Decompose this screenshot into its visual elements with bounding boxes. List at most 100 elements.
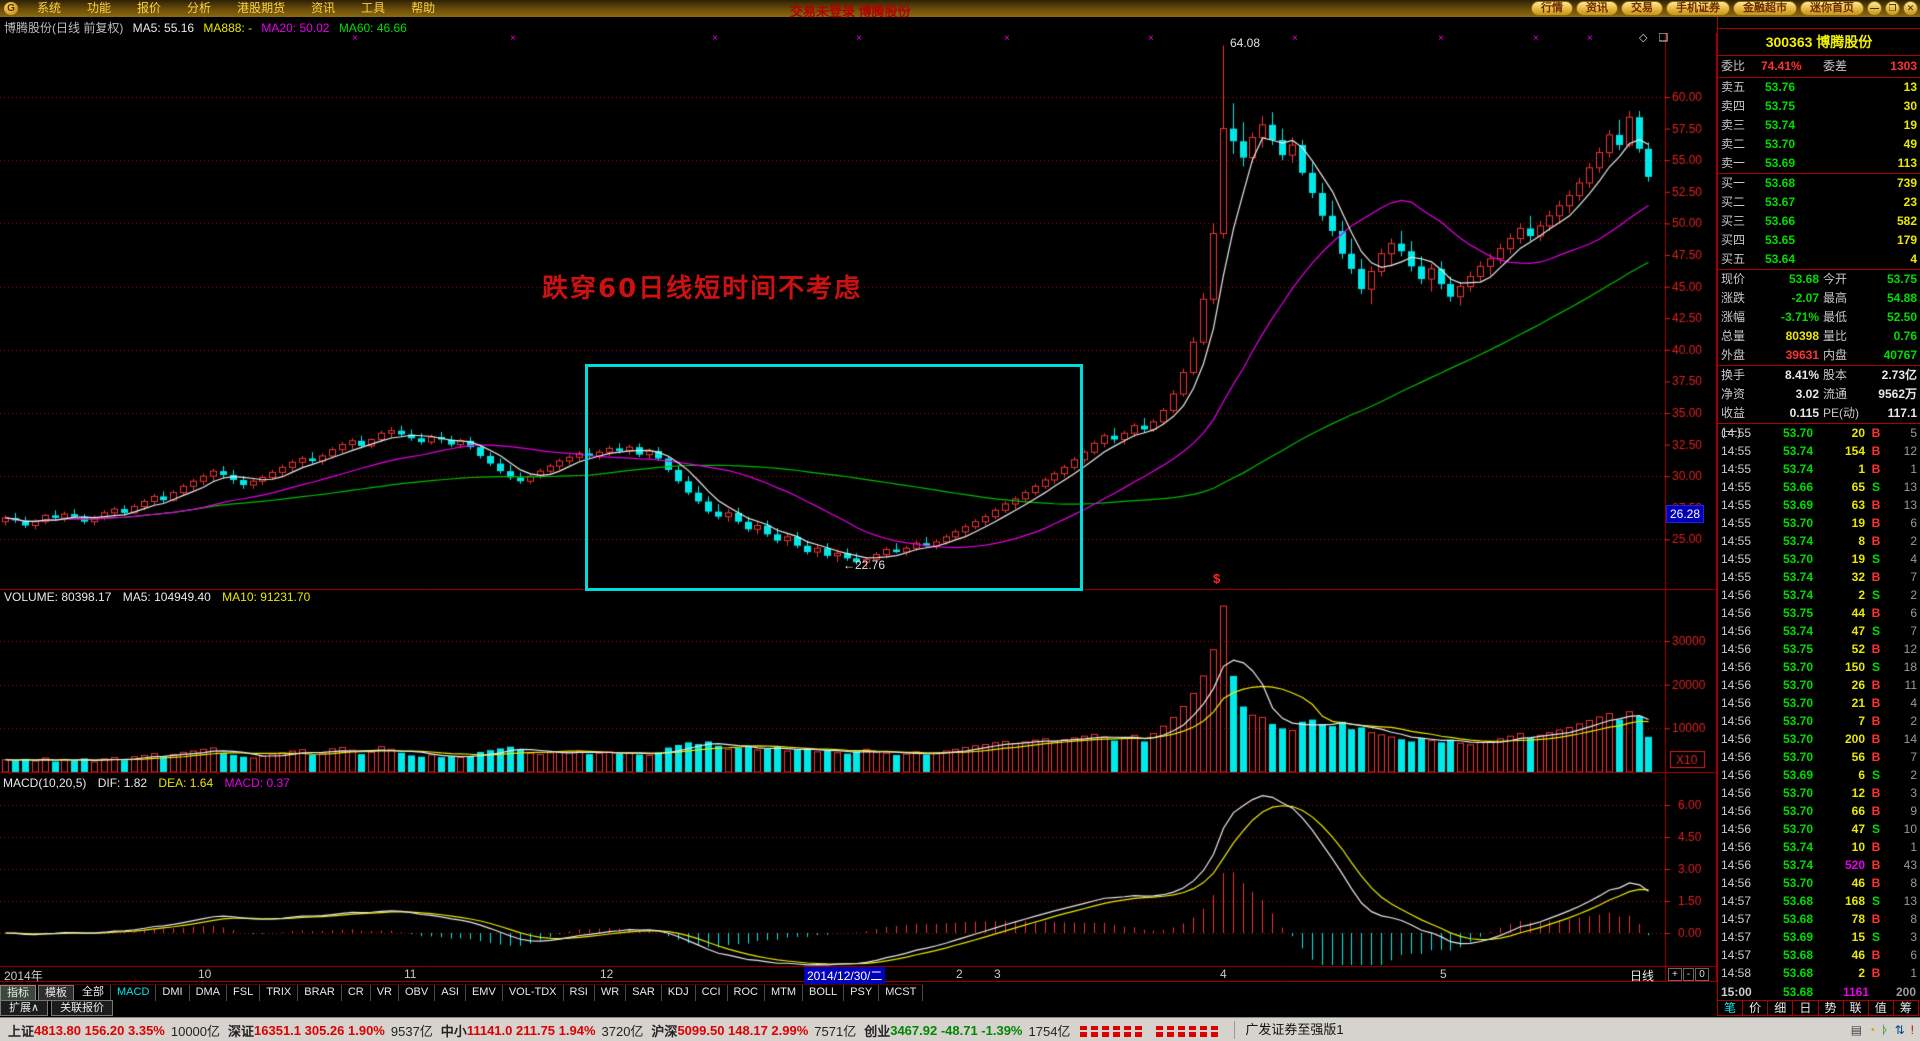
indicator-tab-EMV[interactable]: EMV (466, 985, 503, 1001)
menu-item-功能[interactable]: 功能 (87, 1, 112, 15)
indicator-tab-VR[interactable]: VR (371, 985, 399, 1001)
tick-count: 4 (1910, 696, 1917, 710)
tick-list[interactable]: 14:55 53.70 20 B 5 14:55 53.74 154 B 12 14:55 53.74… (1718, 424, 1920, 982)
date-label: 2014年 (4, 969, 43, 983)
panel-tab-联[interactable]: 联 (1844, 1001, 1869, 1015)
index-quote-上证[interactable]: 上证 4813.80 156.20 3.35% 10000亿 (8, 1021, 220, 1040)
tick-direction: S (1871, 768, 1880, 782)
tick-time: 14:56 (1721, 840, 1752, 854)
broker-label: 广发证券至强版1 (1234, 1021, 1344, 1039)
tick-row: 14:56 53.70 150 S 18 (1718, 658, 1920, 676)
panel-tab-价[interactable]: 价 (1743, 1001, 1769, 1015)
info-row: 收益(一) 0.115 PE(动) 117.1 (1718, 404, 1920, 439)
indicator-tab-CR[interactable]: CR (342, 985, 371, 1001)
month-marker-icon: × (1438, 33, 1444, 44)
minimize-button[interactable]: — (1867, 1, 1882, 16)
quick-button-金融超市[interactable]: 金融超市 (1733, 1, 1797, 16)
indicator-tab-FSL[interactable]: FSL (227, 985, 261, 1001)
tick-row: 14:56 53.74 10 B 1 (1718, 838, 1920, 856)
tick-price: 53.70 (1782, 552, 1813, 566)
indicator-tab-指标[interactable]: 指标 (0, 985, 36, 1001)
menu-item-资讯[interactable]: 资讯 (311, 1, 336, 15)
indicator-tab-DMA[interactable]: DMA (190, 985, 228, 1001)
indicator-tab-ROC[interactable]: ROC (728, 985, 765, 1001)
panel-tab-日[interactable]: 日 (1793, 1001, 1819, 1015)
tick-count: 4 (1910, 552, 1917, 566)
indicator-tab-BOLL[interactable]: BOLL (803, 985, 845, 1001)
tick-price: 53.66 (1782, 480, 1813, 494)
panel-tab-细[interactable]: 细 (1768, 1001, 1794, 1015)
index-amount: 1754亿 (1028, 1023, 1071, 1039)
indicator-tab-BRAR[interactable]: BRAR (298, 985, 342, 1001)
quick-button-手机证券[interactable]: 手机证券 (1666, 1, 1730, 16)
indicator-tab-ASI[interactable]: ASI (435, 985, 466, 1001)
tick-count: 7 (1910, 750, 1917, 764)
index-quote-深证[interactable]: 深证 16351.1 305.26 1.90% 9537亿 (228, 1021, 433, 1040)
zoom-control--[interactable]: - (1682, 968, 1695, 981)
bottom-button-扩展∧[interactable]: 扩展∧ (0, 1000, 49, 1016)
ask-row: 卖三 53.74 19 (1718, 116, 1920, 135)
indicator-tab-DMI[interactable]: DMI (156, 985, 190, 1001)
signal-icon[interactable]: ᚦ (1881, 1023, 1889, 1037)
restore-button[interactable]: ❐ (1885, 1, 1900, 16)
alert-icon[interactable]: ! (1910, 1023, 1914, 1037)
index-quote-创业[interactable]: 创业 3467.92 -48.71 -1.39% 1754亿 (864, 1021, 1070, 1040)
zoom-control-0[interactable]: 0 (1695, 968, 1709, 981)
tick-row: 14:56 53.70 7 B 2 (1718, 712, 1920, 730)
indicator-tab-CCI[interactable]: CCI (696, 985, 728, 1001)
indicator-tab-KDJ[interactable]: KDJ (662, 985, 696, 1001)
zoom-control-+[interactable]: + (1668, 968, 1682, 981)
clock-icon[interactable]: ◔ (1868, 1023, 1876, 1037)
panel-tab-笔[interactable]: 笔 (1718, 1001, 1744, 1015)
tick-count: 3 (1910, 930, 1917, 944)
tick-direction: B (1871, 642, 1881, 656)
index-quote-中小[interactable]: 中小 11141.0 211.75 1.94% 3720亿 (441, 1021, 644, 1040)
indicator-tab-SAR[interactable]: SAR (626, 985, 662, 1001)
info-value: 0.115 (1789, 406, 1819, 420)
quick-button-迷你首页[interactable]: 迷你首页 (1800, 1, 1864, 16)
indicator-tab-VOL-TDX[interactable]: VOL-TDX (503, 985, 564, 1001)
quick-button-资讯[interactable]: 资讯 (1576, 1, 1618, 16)
indicator-tab-PSY[interactable]: PSY (844, 985, 880, 1001)
quick-button-行情[interactable]: 行情 (1531, 1, 1573, 16)
index-quote-沪深[interactable]: 沪深 5099.50 148.17 2.99% 7571亿 (651, 1021, 856, 1040)
menu-item-工具[interactable]: 工具 (361, 1, 386, 15)
indicator-tab-MACD[interactable]: MACD (111, 985, 157, 1001)
indicator-tab-TRIX[interactable]: TRIX (260, 985, 299, 1001)
bottom-button-关联报价[interactable]: 关联报价 (51, 1000, 114, 1016)
panel-tab-势[interactable]: 势 (1819, 1001, 1844, 1015)
tick-price: 53.69 (1782, 498, 1813, 512)
quick-button-交易[interactable]: 交易 (1621, 1, 1663, 16)
zoom-controls[interactable]: + -0 (1668, 966, 1710, 981)
date-label: 5 (1440, 967, 1447, 981)
expand-row: 扩展∧ 关联报价 (0, 1000, 116, 1016)
menu-item-系统[interactable]: 系统 (37, 1, 62, 15)
close-button[interactable]: ✕ (1903, 1, 1918, 16)
indicator-tab-WR[interactable]: WR (595, 985, 627, 1001)
weicha-label: 委差 (1823, 59, 1848, 73)
menu-item-报价[interactable]: 报价 (137, 1, 162, 15)
list-icon[interactable]: ▤ (1850, 1023, 1863, 1037)
indicator-tab-RSI[interactable]: RSI (564, 985, 595, 1001)
tick-direction: B (1871, 678, 1881, 692)
menu-item-帮助[interactable]: 帮助 (411, 1, 436, 15)
panel-tab-值[interactable]: 值 (1869, 1001, 1894, 1015)
tick-price: 53.74 (1782, 840, 1813, 854)
chart-canvas[interactable] (0, 33, 1717, 982)
chart-corner-icons[interactable]: ◇ ❑ (1639, 32, 1673, 44)
tick-count: 1 (1910, 462, 1917, 476)
quote-info: 现价 53.68 今开 53.75 涨跌 -2.07 最高 54.88 涨幅 -3.71% 最低 52… (1718, 270, 1920, 365)
indicator-tab-MCST[interactable]: MCST (879, 985, 924, 1001)
indicator-tab-MTM[interactable]: MTM (765, 985, 804, 1001)
menu-item-分析[interactable]: 分析 (187, 1, 212, 15)
period-selector[interactable]: 日线 (1630, 969, 1655, 983)
index-values: 3467.92 -48.71 -1.39% (890, 1022, 1023, 1038)
indicator-tab-OBV[interactable]: OBV (399, 985, 436, 1001)
updown-icon[interactable]: ⇅ (1894, 1023, 1905, 1037)
annotation-text: 跌穿60日线短时间不考虑 (542, 274, 863, 304)
menu-item-港股期货[interactable]: 港股期货 (237, 1, 286, 15)
info-value: 53.68 (1788, 272, 1819, 286)
indicator-tab-模板[interactable]: 模板 (38, 985, 74, 1001)
panel-tab-筹[interactable]: 筹 (1899, 1001, 1912, 1015)
indicator-tab-全部[interactable]: 全部 (76, 985, 111, 1001)
